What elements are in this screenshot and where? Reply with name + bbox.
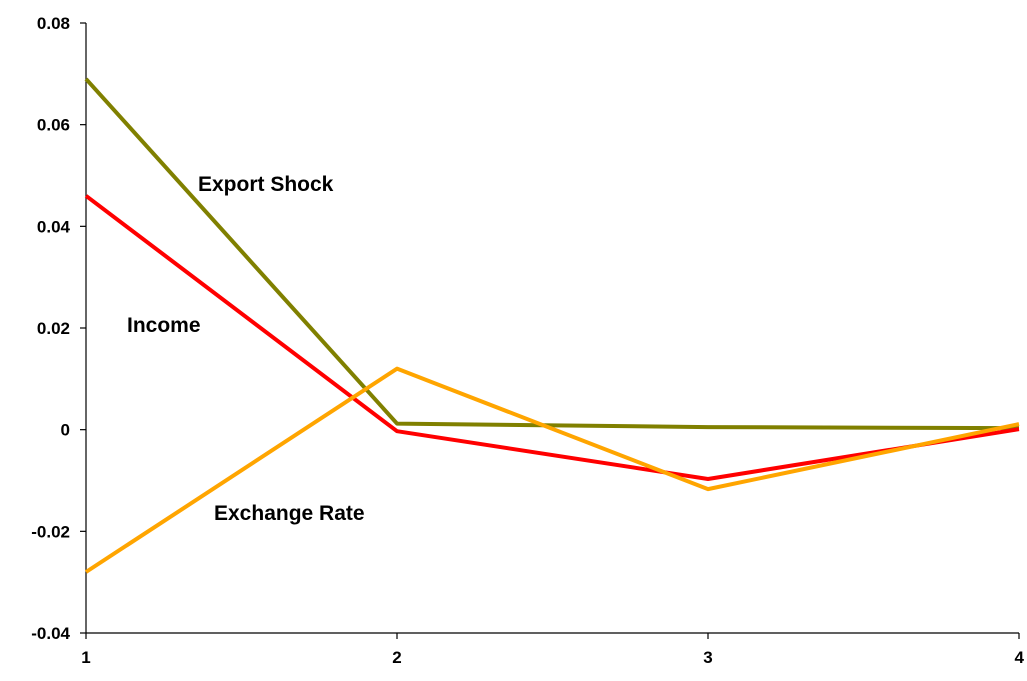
x-axis-tick-labels: 1 2 3 4	[81, 648, 1024, 667]
x-tick-label: 3	[703, 648, 712, 667]
series-label-export-shock: Export Shock	[198, 173, 334, 196]
y-tick-label: 0.04	[37, 217, 71, 236]
series-line-exchange-rate	[84, 366, 1020, 574]
x-tick-label: 2	[392, 648, 401, 667]
x-tick-label: 4	[1015, 648, 1025, 667]
series-line-export-shock	[84, 77, 1020, 431]
series-lines	[84, 77, 1020, 574]
y-tick-label: 0.06	[37, 116, 70, 135]
y-tick-label: -0.02	[31, 522, 70, 541]
y-tick-label: -0.04	[31, 624, 70, 643]
series-labels: Export Shock Income Exchange Rate	[127, 173, 365, 525]
y-tick-label: 0.02	[37, 319, 70, 338]
y-axis-tick-labels: -0.04 -0.02 0 0.02 0.04 0.06 0.08	[31, 14, 70, 643]
series-label-income: Income	[127, 314, 201, 337]
series-line-income	[84, 194, 1020, 481]
axis-ticks	[80, 22, 1020, 639]
y-tick-label: 0.08	[37, 14, 70, 33]
y-tick-label: 0	[61, 421, 70, 440]
series-label-exchange-rate: Exchange Rate	[214, 502, 365, 525]
x-tick-label: 1	[81, 648, 90, 667]
